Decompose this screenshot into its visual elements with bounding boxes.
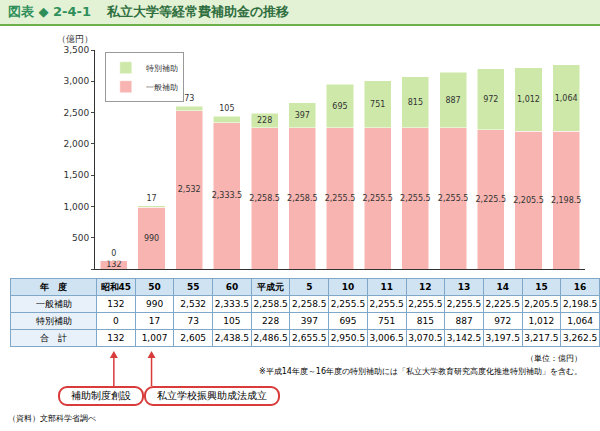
svg-text:815: 815 (408, 98, 423, 107)
svg-text:一般補助: 一般補助 (146, 83, 178, 92)
svg-text:17: 17 (146, 194, 156, 203)
html-text:13: 13 (457, 282, 471, 292)
html-text:0: 0 (113, 316, 119, 326)
html-text:55: 55 (187, 282, 200, 292)
html-text:3,070.5 3,142.5 3,197.5: 3,070.5 3,142.5 3,197.5 (408, 333, 520, 343)
svg-text:1,064: 1,064 (555, 94, 578, 103)
html-text:14: 14 (496, 282, 509, 292)
html-text:昭和45: 昭和45 (100, 281, 132, 292)
html-text:1,064: 1,064 (567, 316, 593, 326)
svg-text:990: 990 (144, 234, 159, 243)
svg-text:2,000: 2,000 (63, 139, 89, 149)
svg-text:972: 972 (483, 95, 498, 104)
svg-text:（億円）: （億円） (57, 34, 93, 44)
svg-text:1,500: 1,500 (63, 170, 89, 180)
html-text:10: 10 (341, 282, 355, 292)
svg-text:2,205.5: 2,205.5 (513, 196, 544, 205)
html-text:228: 228 (262, 316, 280, 326)
html-text:補助制度創設: 補助制度創設 (71, 390, 131, 401)
svg-text:73: 73 (184, 94, 194, 103)
svg-text:特別補助: 特別補助 (146, 64, 178, 73)
html-text:合 計: 合 計 (40, 332, 67, 343)
svg-text:2,333.5: 2,333.5 (212, 191, 243, 200)
html-text:695: 695 (339, 316, 357, 326)
svg-text:2,500: 2,500 (63, 108, 89, 118)
html-text:年 度: 年 度 (40, 281, 67, 292)
html-text:3,217.5 3,262.5: 3,217.5 3,262.5 (524, 333, 598, 343)
html-text:17: 17 (148, 316, 161, 326)
html-text:972: 972 (494, 316, 512, 326)
html-text:2,655.5 2,950.5 3,006.5: 2,655.5 2,950.5 3,006.5 (292, 333, 404, 343)
html-text:1,012: 1,012 (528, 316, 555, 326)
html-text:11: 11 (380, 282, 393, 292)
svg-text:397: 397 (295, 111, 310, 120)
svg-text:1,000: 1,000 (63, 202, 89, 212)
html-text:887: 887 (455, 316, 473, 326)
svg-text:887: 887 (445, 96, 460, 105)
svg-text:105: 105 (219, 104, 234, 113)
svg-text:2,532: 2,532 (178, 185, 201, 194)
svg-text:228: 228 (257, 116, 272, 125)
html-text:1,007: 1,007 (141, 333, 168, 343)
html-text:815: 815 (416, 316, 434, 326)
svg-text:132: 132 (106, 260, 121, 269)
html-text:132: 132 (107, 299, 125, 309)
svg-text:2,255.5: 2,255.5 (362, 194, 393, 203)
html-text:私立大学等経常費補助金の推移: 私立大学等経常費補助金の推移 (107, 4, 289, 19)
html-text:50: 50 (148, 282, 161, 292)
html-text:2,255.5 2,255.5 2,225.5: 2,255.5 2,255.5 2,225.5 (408, 299, 520, 309)
html-text:（資料）文部科学省調べ: （資料）文部科学省調べ (8, 414, 96, 423)
html-text:（単位：億円）: （単位：億円） (526, 354, 582, 363)
svg-text:2,255.5: 2,255.5 (400, 194, 431, 203)
html-text:2,333.5 2,258.5: 2,333.5 2,258.5 (214, 299, 288, 309)
html-text:私立学校振興助成法成立: 私立学校振興助成法成立 (157, 390, 267, 401)
svg-text:2,255.5: 2,255.5 (438, 194, 469, 203)
html-text:751: 751 (378, 316, 396, 326)
svg-text:2,225.5: 2,225.5 (475, 195, 506, 204)
svg-text:2,258.5: 2,258.5 (249, 194, 280, 203)
html-text:一般補助: 一般補助 (35, 298, 72, 309)
html-text:12: 12 (419, 282, 432, 292)
html-text:※平成14年度～16年度の特別補助には「私立大学教育研究高度: ※平成14年度～16年度の特別補助には「私立大学教育研究高度化推進特別補助」を含… (258, 367, 582, 376)
html-text:73: 73 (187, 316, 199, 326)
html-text:平成元: 平成元 (257, 281, 285, 292)
html-text:2,532: 2,532 (180, 299, 207, 309)
html-text:5: 5 (306, 282, 313, 292)
svg-text:2,198.5: 2,198.5 (551, 196, 582, 205)
svg-text:695: 695 (332, 102, 347, 111)
svg-text:751: 751 (370, 100, 385, 109)
html-text:397: 397 (300, 316, 318, 326)
svg-text:3,000: 3,000 (63, 76, 89, 86)
svg-text:500: 500 (72, 233, 89, 243)
html-text:2,605: 2,605 (180, 333, 207, 343)
svg-text:0: 0 (111, 249, 116, 258)
html-text:132: 132 (107, 333, 125, 343)
svg-text:1,012: 1,012 (517, 95, 540, 104)
html-text:2,205.5 2,198.5: 2,205.5 2,198.5 (524, 299, 598, 309)
html-text:60: 60 (225, 282, 239, 292)
html-text:2,438.5 2,486.5: 2,438.5 2,486.5 (214, 333, 288, 343)
html-text:図表 ◆ 2-4-1: 図表 ◆ 2-4-1 (8, 4, 91, 19)
html-text:15: 15 (535, 282, 548, 292)
html-text:16: 16 (573, 282, 587, 292)
svg-text:2,255.5: 2,255.5 (325, 194, 356, 203)
html-text:105: 105 (223, 316, 241, 326)
svg-text:2,258.5: 2,258.5 (287, 194, 318, 203)
html-text:990: 990 (145, 299, 164, 309)
html-text:特別補助: 特別補助 (35, 315, 72, 326)
svg-text:3,500: 3,500 (63, 45, 89, 55)
html-text:2,258.5 2,255.5 2,255.5: 2,258.5 2,255.5 2,255.5 (292, 299, 404, 309)
